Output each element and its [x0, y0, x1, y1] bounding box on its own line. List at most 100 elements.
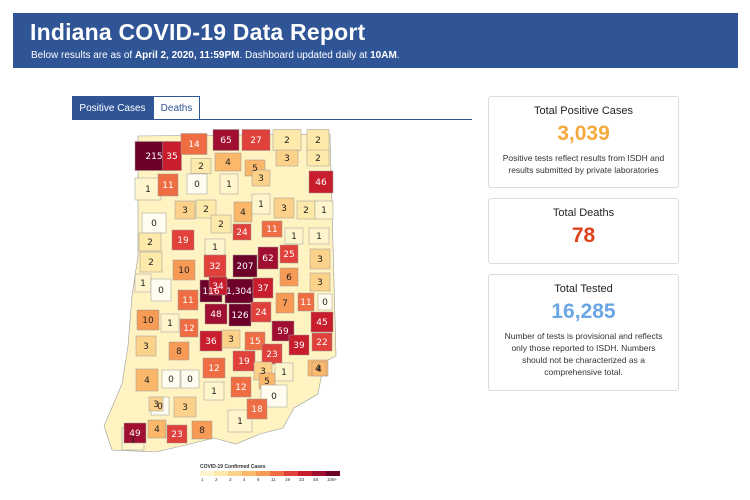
county-shape[interactable] — [314, 200, 334, 220]
county-shape[interactable] — [232, 254, 258, 278]
county-shape[interactable] — [190, 158, 212, 174]
county-shape[interactable] — [135, 335, 157, 357]
county-shape[interactable] — [168, 341, 190, 361]
county-shape[interactable] — [219, 173, 239, 195]
county-shape[interactable] — [309, 272, 331, 292]
county-shape[interactable] — [251, 193, 271, 215]
county-shape[interactable] — [261, 220, 283, 238]
total-deaths-title: Total Deaths — [552, 207, 615, 219]
county-shape[interactable] — [135, 368, 159, 392]
county-shape[interactable] — [136, 309, 160, 331]
county-shape[interactable] — [227, 409, 253, 433]
county-shape[interactable] — [174, 200, 196, 220]
county-shape[interactable] — [210, 214, 232, 234]
county-label: 2 — [198, 162, 204, 172]
county-shape[interactable] — [246, 398, 268, 420]
county-shape[interactable] — [273, 197, 295, 219]
county-shape[interactable] — [162, 141, 182, 171]
county-shape[interactable] — [306, 149, 330, 167]
county-shape[interactable] — [150, 278, 172, 302]
tab-deaths[interactable]: Deaths — [153, 96, 200, 120]
county-shape[interactable] — [208, 276, 228, 296]
county-label: 35 — [166, 152, 177, 162]
county-shape[interactable] — [138, 232, 162, 252]
county-shape[interactable] — [232, 223, 252, 241]
county-shape[interactable] — [308, 227, 330, 245]
county-label: 10 — [142, 316, 154, 326]
county-shape[interactable] — [244, 331, 266, 351]
county-shape[interactable] — [257, 246, 279, 270]
county-shape[interactable] — [251, 169, 271, 187]
county-shape[interactable] — [180, 369, 200, 389]
county-label: 14 — [188, 140, 200, 150]
county-label: 11 — [162, 181, 173, 191]
county-shape[interactable] — [309, 248, 331, 270]
county-shape[interactable] — [288, 334, 310, 356]
county-label: 12 — [208, 364, 219, 374]
county-label: 4 — [154, 425, 160, 435]
county-label: 3 — [143, 342, 149, 352]
county-shape[interactable] — [180, 133, 208, 155]
county-shape[interactable] — [212, 129, 240, 151]
county-label: 2 — [218, 220, 224, 230]
county-shape[interactable] — [123, 422, 147, 444]
legend-title: COVID-19 Confirmed Cases — [200, 464, 266, 470]
county-label: 4 — [316, 365, 322, 375]
county-shape[interactable] — [271, 320, 295, 342]
county-shape[interactable] — [311, 332, 333, 352]
total-tested-title: Total Tested — [554, 283, 613, 295]
legend-tick: 1 — [201, 477, 204, 482]
county-label: 0 — [194, 180, 200, 190]
county-shape[interactable] — [224, 278, 254, 304]
county-shape[interactable] — [177, 289, 199, 311]
county-label: 4 — [240, 208, 246, 218]
county-shape[interactable] — [214, 152, 242, 172]
county-shape[interactable] — [160, 313, 180, 333]
county-label: 37 — [257, 284, 268, 294]
county-shape[interactable] — [232, 350, 256, 372]
county-shape[interactable] — [230, 376, 252, 398]
county-shape[interactable] — [275, 292, 295, 314]
county-shape[interactable] — [203, 381, 225, 401]
county-shape[interactable] — [204, 303, 228, 325]
county-shape[interactable] — [191, 420, 213, 440]
county-label: 39 — [293, 341, 305, 351]
county-shape[interactable] — [317, 293, 333, 311]
county-shape[interactable] — [311, 361, 327, 377]
county-label: 5 — [252, 164, 258, 174]
legend-swatch — [200, 471, 214, 476]
county-shape[interactable] — [310, 311, 334, 333]
county-shape[interactable] — [171, 229, 195, 251]
county-shape[interactable] — [260, 384, 288, 408]
county-shape[interactable] — [179, 318, 199, 338]
county-shape[interactable] — [139, 251, 163, 273]
county-shape[interactable] — [241, 129, 271, 151]
county-shape[interactable] — [279, 267, 299, 287]
county-shape[interactable] — [252, 277, 274, 299]
county-shape[interactable] — [166, 424, 188, 444]
county-label: 4 — [144, 376, 150, 386]
legend-swatch — [298, 471, 312, 476]
county-shape[interactable] — [148, 396, 164, 412]
county-shape[interactable] — [297, 292, 315, 312]
county-shape[interactable] — [172, 259, 196, 281]
county-shape[interactable] — [250, 301, 272, 323]
county-shape[interactable] — [275, 149, 299, 167]
county-shape[interactable] — [186, 173, 208, 195]
county-shape[interactable] — [147, 419, 167, 439]
county-shape[interactable] — [161, 369, 181, 389]
legend-swatch — [214, 471, 228, 476]
county-shape[interactable] — [173, 396, 197, 418]
county-shape[interactable] — [279, 244, 299, 264]
county-shape[interactable] — [308, 170, 334, 194]
county-shape[interactable] — [195, 199, 217, 219]
county-label: 1 — [291, 232, 297, 242]
county-label: 2 — [148, 258, 154, 268]
tab-positive-cases[interactable]: Positive Cases — [72, 96, 153, 120]
county-label: 48 — [210, 310, 222, 320]
county-shape[interactable] — [284, 227, 304, 245]
county-shape[interactable] — [157, 173, 179, 197]
county-shape[interactable] — [221, 329, 241, 349]
county-shape[interactable] — [274, 362, 294, 382]
county-shape[interactable] — [202, 357, 226, 379]
